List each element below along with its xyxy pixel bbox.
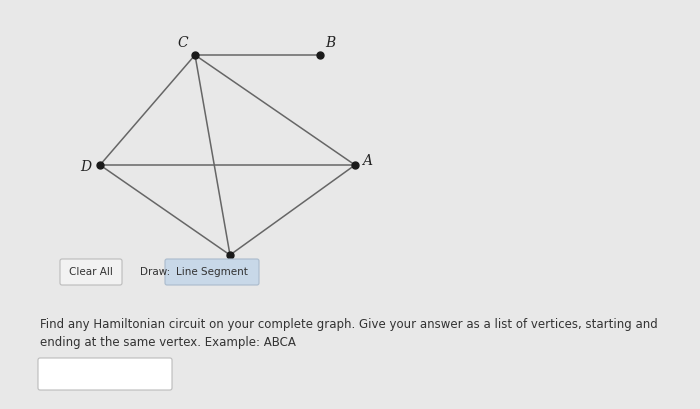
- Text: Line Segment: Line Segment: [176, 267, 248, 277]
- Text: Clear All: Clear All: [69, 267, 113, 277]
- Text: B: B: [325, 36, 335, 50]
- Text: D: D: [80, 160, 92, 174]
- Text: Draw:: Draw:: [140, 267, 170, 277]
- Text: C: C: [178, 36, 188, 50]
- FancyBboxPatch shape: [165, 259, 259, 285]
- Text: Find any Hamiltonian circuit on your complete graph. Give your answer as a list : Find any Hamiltonian circuit on your com…: [40, 318, 658, 349]
- Text: E: E: [229, 262, 239, 276]
- Text: A: A: [362, 154, 372, 168]
- FancyBboxPatch shape: [38, 358, 172, 390]
- FancyBboxPatch shape: [60, 259, 122, 285]
